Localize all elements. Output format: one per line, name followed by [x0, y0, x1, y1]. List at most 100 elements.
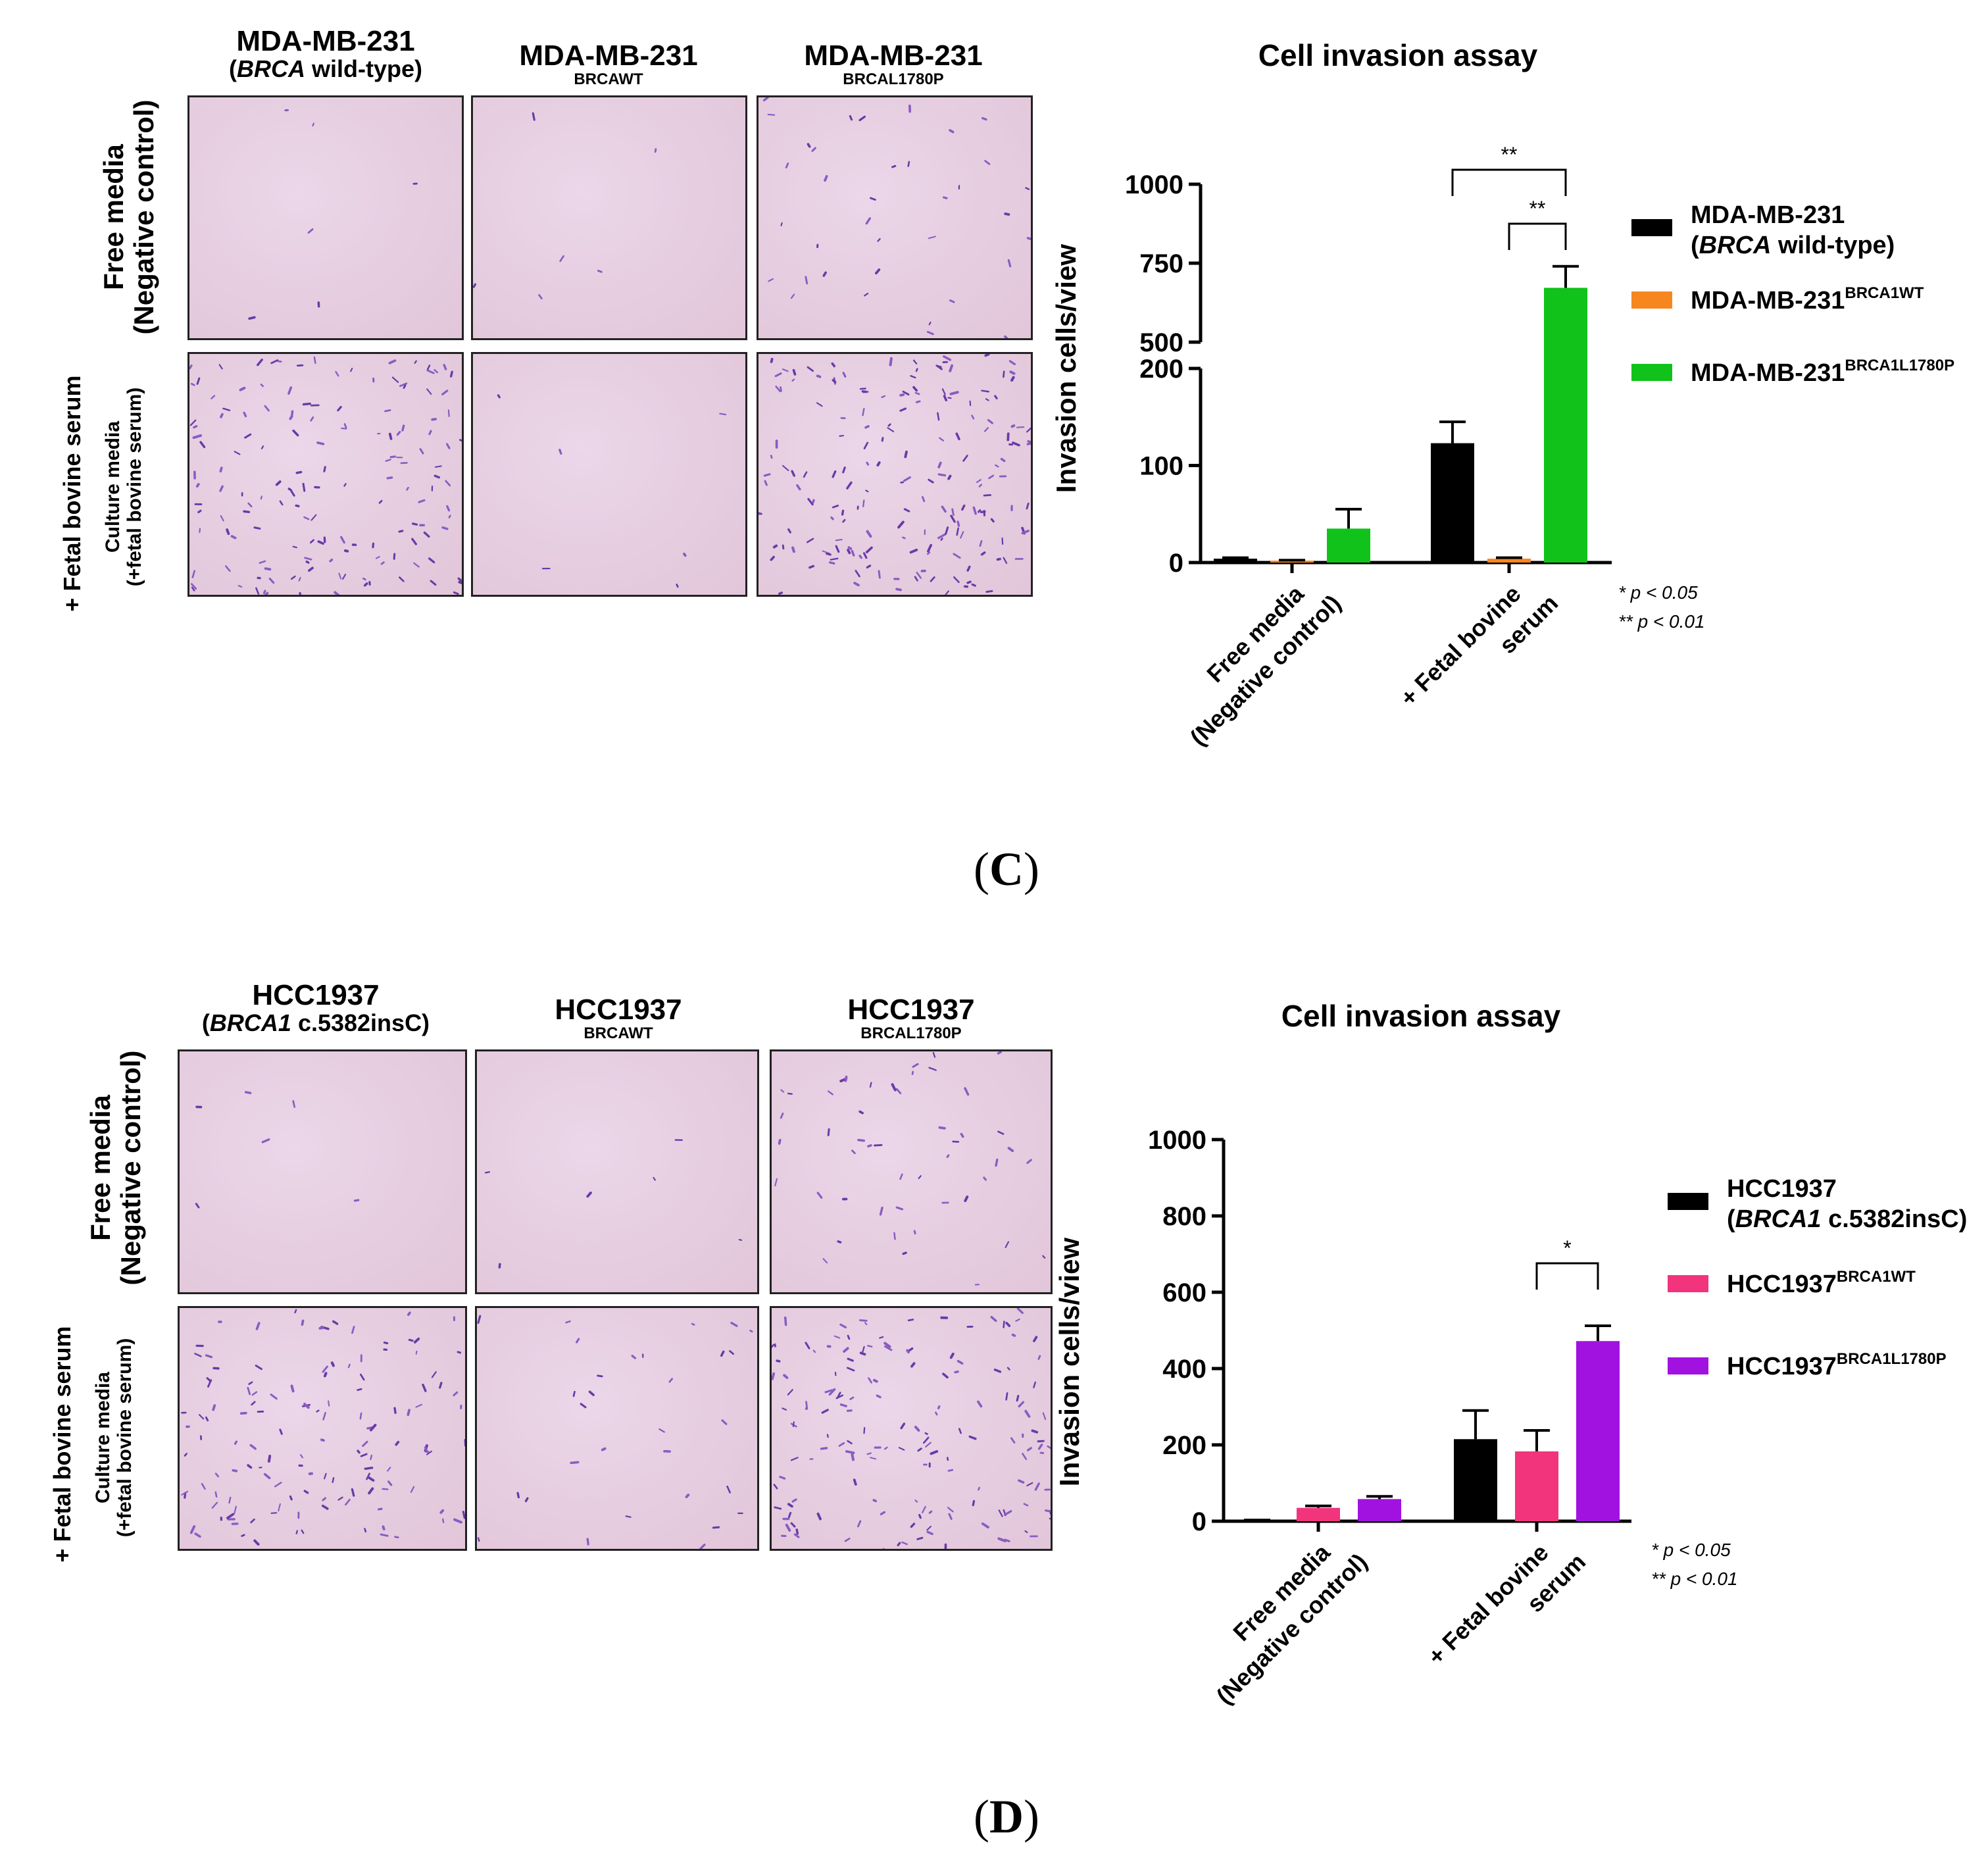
cell-mark — [895, 1206, 904, 1211]
cell-mark — [462, 1511, 465, 1519]
cell-mark — [935, 1411, 938, 1416]
cell-mark — [446, 505, 451, 512]
cell-mark — [189, 365, 193, 370]
cell-mark — [321, 1504, 329, 1510]
cell-mark — [924, 1432, 928, 1435]
cell-mark — [865, 490, 869, 493]
cell-mark — [950, 515, 956, 523]
cell-mark — [477, 1315, 482, 1324]
cell-mark — [883, 1446, 888, 1450]
cell-mark — [912, 1063, 919, 1068]
cell-mark — [428, 557, 435, 564]
cell-mark — [805, 1406, 808, 1410]
cell-mark — [775, 386, 781, 392]
cell-mark — [251, 1391, 258, 1396]
cell-mark — [364, 1467, 374, 1470]
cell-mark — [457, 577, 462, 583]
cell-mark — [947, 474, 952, 480]
cell-mark — [821, 1409, 829, 1414]
micrograph-d-r2c2 — [475, 1306, 759, 1551]
y-tick-label: 500 — [1139, 328, 1183, 357]
cell-mark — [287, 488, 293, 491]
cell-mark — [941, 388, 946, 395]
cell-mark — [453, 1518, 462, 1524]
cell-mark — [730, 1321, 738, 1327]
cell-mark — [811, 147, 816, 152]
bar — [1297, 1507, 1340, 1521]
cell-mark — [857, 1138, 866, 1142]
cell-mark — [876, 461, 881, 467]
cell-mark — [1010, 376, 1015, 382]
cell-mark — [419, 448, 424, 455]
cell-mark — [445, 443, 451, 449]
cell-mark — [586, 1192, 592, 1198]
cell-mark — [364, 1528, 367, 1533]
cell-mark — [477, 1537, 480, 1542]
column-header-title: MDA-MB-231 — [804, 39, 983, 72]
cell-mark — [264, 405, 270, 412]
cell-mark — [1005, 1322, 1011, 1327]
cell-mark — [1005, 1241, 1010, 1248]
row-label-fetal-bovine-serum: + Fetal bovine serum — [49, 1326, 76, 1563]
cell-mark — [915, 400, 921, 403]
cell-mark — [387, 1467, 391, 1472]
y-tick-label: 0 — [1192, 1507, 1206, 1536]
cell-mark — [865, 546, 873, 553]
cell-mark — [791, 1498, 797, 1503]
cell-mark — [532, 112, 535, 121]
cell-mark — [445, 480, 451, 487]
cell-mark — [807, 497, 814, 506]
cell-mark — [849, 115, 853, 121]
cell-mark — [559, 255, 564, 263]
cell-mark — [895, 1088, 902, 1095]
cell-mark — [812, 1349, 816, 1353]
cell-mark — [758, 512, 762, 515]
cell-mark — [413, 1337, 420, 1344]
cell-mark — [846, 481, 853, 490]
cell-mark — [811, 499, 815, 504]
cell-mark — [951, 508, 955, 516]
cell-mark — [191, 583, 197, 590]
cell-mark — [410, 1486, 415, 1493]
cell-mark — [772, 544, 778, 549]
cell-mark — [787, 1389, 793, 1396]
cell-mark — [244, 433, 252, 439]
cell-mark — [322, 1365, 328, 1373]
cell-mark — [194, 1353, 202, 1357]
cell-mark — [428, 430, 432, 436]
cell-mark — [764, 480, 768, 486]
cell-mark — [792, 368, 797, 376]
cell-mark — [956, 527, 959, 536]
cell-mark — [1037, 1440, 1045, 1443]
cell-mark — [1008, 360, 1014, 364]
cell-mark — [194, 1532, 201, 1538]
cell-mark — [413, 562, 420, 568]
cell-mark — [205, 1354, 213, 1359]
cell-mark — [858, 1110, 864, 1115]
cell-mark — [763, 473, 771, 477]
cell-mark — [263, 1473, 271, 1480]
cell-mark — [787, 528, 791, 534]
cell-mark — [1003, 1510, 1012, 1516]
cell-mark — [928, 236, 936, 239]
column-header-title: MDA-MB-231 — [519, 39, 698, 72]
cell-mark — [943, 196, 948, 199]
cell-mark — [807, 366, 814, 372]
cell-mark — [983, 1176, 987, 1181]
cell-mark — [220, 515, 224, 522]
cell-mark — [345, 1498, 351, 1506]
cell-mark — [195, 483, 200, 488]
legend-swatch — [1668, 1275, 1708, 1292]
cell-mark — [195, 1203, 200, 1209]
cell-mark — [964, 1196, 969, 1203]
cell-mark — [264, 567, 272, 571]
cell-mark — [910, 1362, 916, 1368]
cell-mark — [935, 365, 942, 368]
cell-mark — [359, 1373, 365, 1381]
cell-mark — [225, 565, 231, 572]
cell-mark — [268, 577, 275, 584]
cell-mark — [864, 425, 870, 429]
cell-mark — [255, 1322, 261, 1330]
cell-mark — [426, 365, 431, 370]
cell-mark — [783, 1374, 789, 1379]
